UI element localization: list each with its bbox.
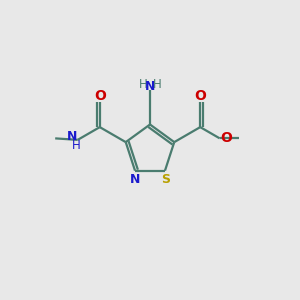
Text: O: O [220, 131, 232, 146]
Text: H: H [153, 77, 162, 91]
Text: N: N [145, 80, 155, 94]
Text: H: H [72, 139, 81, 152]
Text: O: O [194, 89, 206, 103]
Text: O: O [94, 89, 106, 103]
Text: H: H [139, 77, 148, 91]
Text: N: N [67, 130, 77, 143]
Text: N: N [130, 172, 140, 185]
Text: S: S [161, 172, 170, 185]
